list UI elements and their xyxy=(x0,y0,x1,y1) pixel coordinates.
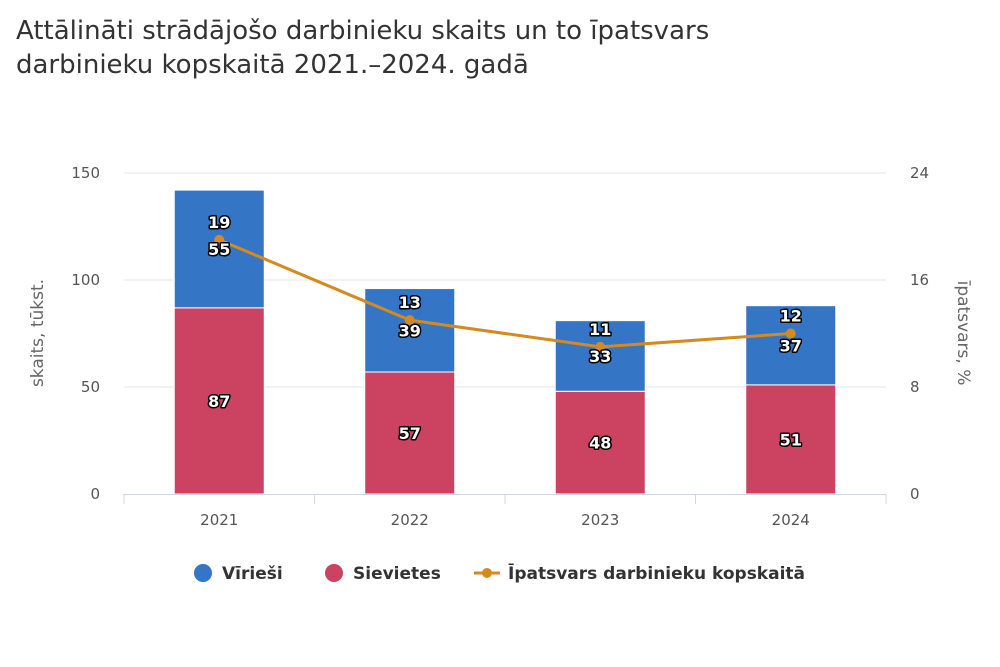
axes: 0 50 100 150 0 8 16 24 2021 2022 2023 2024 xyxy=(71,164,929,529)
bar-women[interactable] xyxy=(173,307,265,495)
legend-item-share[interactable]: Īpatsvars darbinieku kopskaitā xyxy=(474,562,805,584)
y2-axis-title: īpatsvars, % xyxy=(953,280,973,386)
bar-men[interactable] xyxy=(554,320,646,392)
legend: Vīrieši Sievietes Īpatsvars darbinieku k… xyxy=(194,562,805,584)
y-tick-label: 150 xyxy=(71,164,100,182)
data-label-share: 12 xyxy=(780,307,802,326)
legend-item-men[interactable]: Vīrieši xyxy=(194,564,283,584)
y-tick-label: 0 xyxy=(90,485,100,503)
data-label-share: 19 xyxy=(208,213,230,232)
bar-men[interactable] xyxy=(173,189,265,309)
y-tick-label: 100 xyxy=(71,271,100,289)
legend-item-women[interactable]: Sievietes xyxy=(325,564,441,584)
legend-marker-women xyxy=(325,564,343,582)
legend-marker-men xyxy=(194,564,212,582)
x-tick-label: 2023 xyxy=(581,511,619,529)
chart-title-line-2: darbinieku kopskaitā 2021.–2024. gadā xyxy=(16,50,529,80)
bar-men[interactable] xyxy=(745,305,837,386)
data-label-women: 48 xyxy=(589,434,611,453)
chart-title: Attālināti strādājošo darbinieku skaits … xyxy=(16,14,976,82)
y2-tick-label: 0 xyxy=(910,485,920,503)
data-label-share: 13 xyxy=(399,293,421,312)
legend-marker-share xyxy=(482,568,492,578)
share-point[interactable] xyxy=(214,234,225,245)
share-point[interactable] xyxy=(404,315,415,326)
bars xyxy=(173,189,837,495)
y2-tick-label: 16 xyxy=(910,271,929,289)
data-labels: 87 55 57 39 48 33 51 37 19 13 11 12 xyxy=(207,211,804,454)
data-label-women: 87 xyxy=(208,392,230,411)
legend-label-men: Vīrieši xyxy=(222,564,283,584)
x-tick-label: 2024 xyxy=(772,511,810,529)
legend-label-share: Īpatsvars darbinieku kopskaitā xyxy=(508,562,805,584)
bar-men[interactable] xyxy=(364,288,456,373)
data-label-women: 57 xyxy=(399,424,421,443)
chart-title-line-1: Attālināti strādājošo darbinieku skaits … xyxy=(16,16,710,46)
x-tick-label: 2021 xyxy=(200,511,238,529)
share-point[interactable] xyxy=(595,341,606,352)
share-series-line xyxy=(218,238,791,349)
legend-label-women: Sievietes xyxy=(353,564,441,584)
y-axis-title: skaits, tūkst. xyxy=(28,279,48,387)
share-point[interactable] xyxy=(785,328,796,339)
y2-tick-label: 8 xyxy=(910,378,920,396)
data-label-men: 39 xyxy=(399,321,421,340)
y-tick-label: 50 xyxy=(81,378,100,396)
data-label-women: 51 xyxy=(780,430,802,449)
x-tick-label: 2022 xyxy=(391,511,429,529)
data-label-men: 37 xyxy=(780,336,802,355)
share-line xyxy=(214,234,796,352)
data-label-men: 33 xyxy=(589,347,611,366)
data-label-share: 11 xyxy=(589,320,611,339)
data-label-men: 55 xyxy=(208,240,230,259)
y2-tick-label: 24 xyxy=(910,164,929,182)
